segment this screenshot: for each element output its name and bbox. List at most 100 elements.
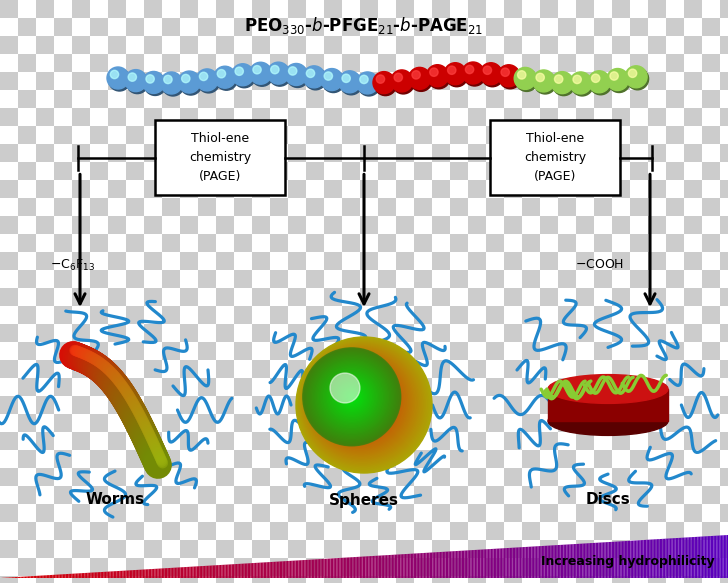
Bar [396, 288, 414, 306]
Bar [54, 540, 72, 558]
Bar [702, 90, 720, 108]
Bar [414, 234, 432, 252]
Bar [54, 0, 72, 18]
Bar [288, 252, 306, 270]
Polygon shape [316, 559, 317, 578]
Bar [198, 396, 216, 414]
Bar [558, 90, 576, 108]
Bar [594, 540, 612, 558]
Bar [306, 252, 324, 270]
Circle shape [324, 367, 389, 433]
Polygon shape [585, 543, 587, 578]
Bar [306, 180, 324, 198]
Bar [396, 378, 414, 396]
Polygon shape [572, 544, 574, 578]
Bar [630, 540, 648, 558]
Bar [54, 432, 72, 450]
Bar [432, 540, 450, 558]
Polygon shape [414, 553, 415, 578]
Bar [648, 234, 666, 252]
Polygon shape [10, 577, 12, 578]
Bar [162, 414, 180, 432]
Bar [234, 0, 252, 18]
Polygon shape [584, 543, 585, 578]
Polygon shape [250, 563, 252, 578]
Bar [54, 90, 72, 108]
Circle shape [164, 75, 172, 83]
Bar [234, 576, 252, 583]
Polygon shape [86, 573, 87, 578]
Bar [450, 198, 468, 216]
Bar [108, 468, 126, 486]
Polygon shape [727, 535, 728, 578]
Bar [594, 162, 612, 180]
Bar [360, 198, 378, 216]
Bar [360, 162, 378, 180]
Bar [576, 378, 594, 396]
Bar [558, 558, 576, 576]
Bar [396, 558, 414, 576]
Bar [360, 522, 378, 540]
Bar [414, 486, 432, 504]
Bar [252, 0, 270, 18]
Bar [684, 558, 702, 576]
Bar [306, 216, 324, 234]
Polygon shape [76, 574, 77, 578]
Bar [324, 270, 342, 288]
Bar [90, 540, 108, 558]
Polygon shape [175, 568, 176, 578]
Circle shape [197, 71, 220, 93]
Bar [522, 126, 540, 144]
Polygon shape [232, 564, 233, 578]
Circle shape [464, 64, 486, 86]
Polygon shape [150, 569, 151, 578]
Circle shape [501, 68, 510, 76]
Bar [378, 540, 396, 558]
Bar [198, 540, 216, 558]
Bar [468, 234, 486, 252]
Bar [432, 504, 450, 522]
Bar [396, 72, 414, 90]
Bar [468, 270, 486, 288]
Circle shape [448, 66, 456, 75]
Polygon shape [58, 574, 60, 578]
Bar [126, 288, 144, 306]
Circle shape [304, 68, 327, 90]
Bar [576, 90, 594, 108]
Circle shape [146, 75, 154, 83]
Bar [666, 288, 684, 306]
Bar [522, 306, 540, 324]
Circle shape [287, 65, 309, 87]
Bar [18, 414, 36, 432]
Bar [414, 504, 432, 522]
Bar [126, 72, 144, 90]
Circle shape [285, 64, 307, 86]
Bar [630, 306, 648, 324]
Polygon shape [16, 577, 17, 578]
Polygon shape [483, 549, 485, 578]
Bar [72, 252, 90, 270]
Bar [666, 198, 684, 216]
Bar [612, 360, 630, 378]
Polygon shape [335, 558, 336, 578]
Bar [144, 270, 162, 288]
Bar [522, 558, 540, 576]
Bar [396, 360, 414, 378]
Polygon shape [269, 562, 271, 578]
Circle shape [336, 381, 368, 413]
Polygon shape [443, 552, 444, 578]
Circle shape [107, 67, 129, 89]
Bar [162, 252, 180, 270]
Polygon shape [418, 553, 419, 578]
Bar [126, 54, 144, 72]
Bar [72, 216, 90, 234]
Polygon shape [26, 577, 28, 578]
Bar [666, 234, 684, 252]
Polygon shape [301, 560, 303, 578]
Bar [198, 0, 216, 18]
Bar [396, 198, 414, 216]
Bar [558, 126, 576, 144]
Circle shape [627, 68, 649, 90]
Polygon shape [220, 565, 221, 578]
Circle shape [337, 380, 371, 415]
